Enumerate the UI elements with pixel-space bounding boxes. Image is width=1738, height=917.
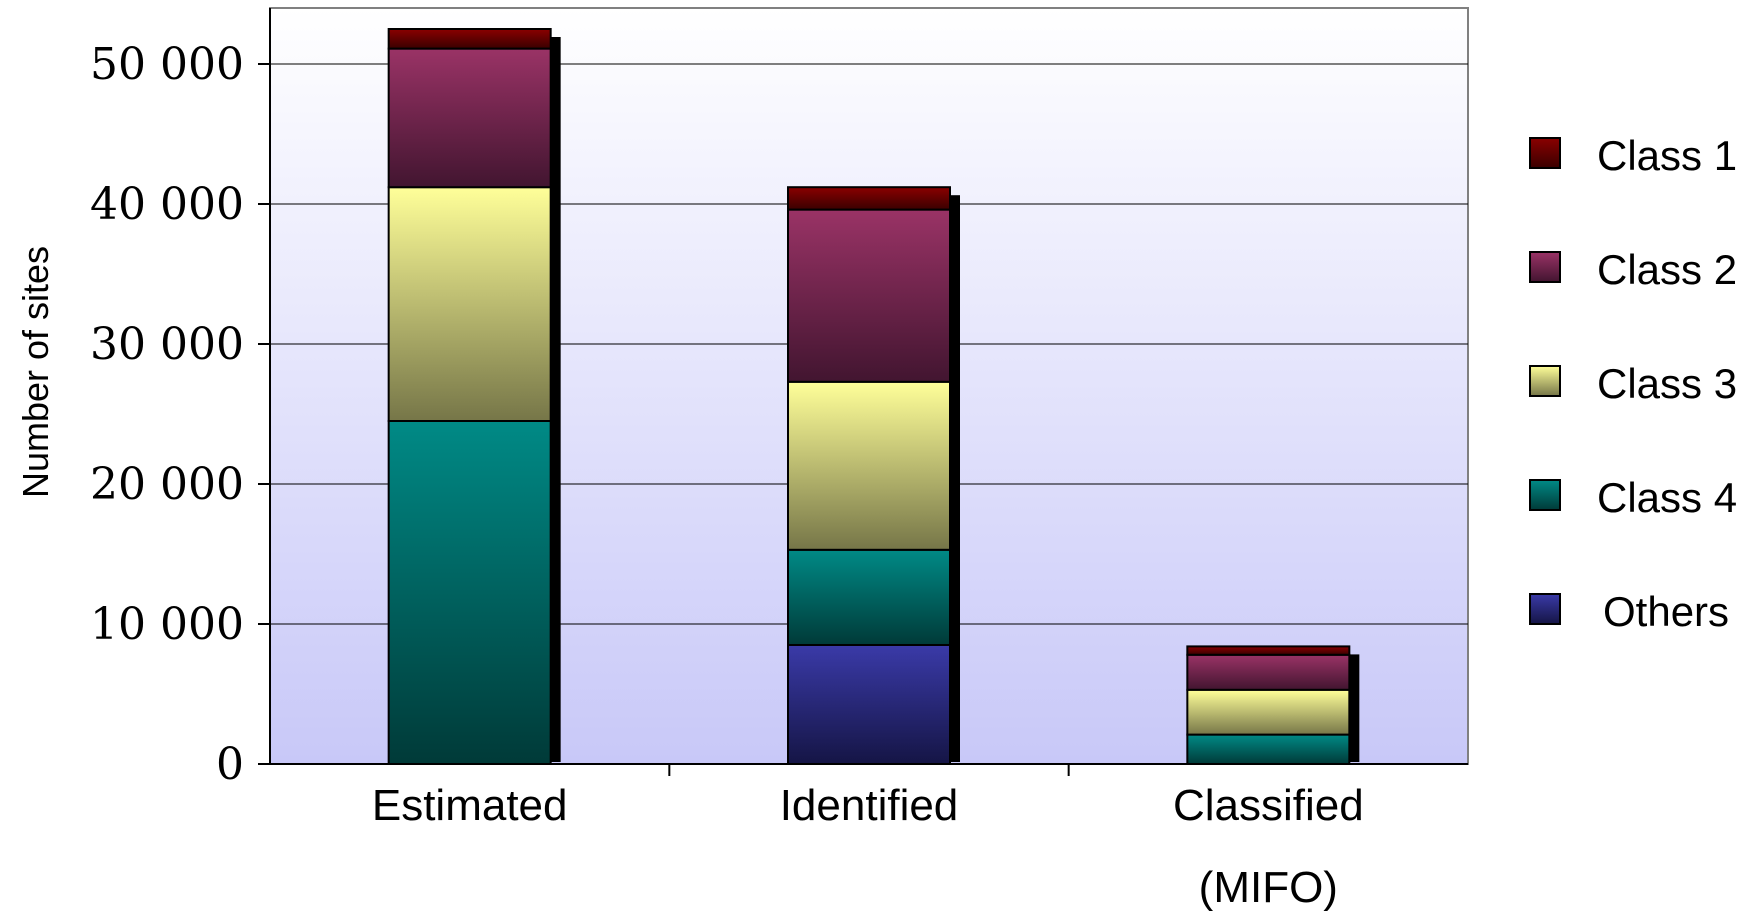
bar-segment-class-1 <box>787 186 951 211</box>
legend-swatch <box>1529 251 1561 283</box>
legend-swatch <box>1529 479 1561 511</box>
bar-segment-class-2 <box>387 47 552 189</box>
legend-swatch <box>1529 137 1561 169</box>
bar-segment-class-2 <box>1186 653 1351 691</box>
y-axis-title: Number of sites <box>15 246 56 498</box>
bar-segment-class-4 <box>387 420 552 765</box>
legend: Class 1 Class 2 Class 3 Class 4 Others <box>1529 132 1737 635</box>
y-tick-label: 0 <box>216 739 244 790</box>
bar-segment-class-4 <box>787 548 951 646</box>
legend-label: Others <box>1603 588 1729 635</box>
y-tick-label: 20 000 <box>90 459 244 510</box>
y-tick-label: 10 000 <box>90 599 244 650</box>
bar-segment-class-1 <box>387 28 552 50</box>
legend-swatch <box>1529 593 1561 625</box>
bar-segment-class-3 <box>387 186 552 422</box>
bar-segment-class-3 <box>1186 688 1351 736</box>
bar-segment-class-1 <box>1186 645 1351 656</box>
bar-segment-class-3 <box>787 380 951 551</box>
x-category-label: Identified <box>780 781 959 830</box>
x-category-label: Estimated <box>372 781 568 830</box>
x-category-label: (MIFO) <box>1199 863 1338 912</box>
legend-label: Class 3 <box>1597 360 1737 407</box>
bar-segment-class-4 <box>1186 733 1351 765</box>
y-tick-label: 40 000 <box>90 179 244 230</box>
legend-label: Class 1 <box>1597 132 1737 179</box>
legend-label: Class 2 <box>1597 246 1737 293</box>
y-tick-label: 30 000 <box>90 319 244 370</box>
bar-segment-others <box>787 644 951 765</box>
x-category-label: Classified <box>1173 781 1364 830</box>
legend-label: Class 4 <box>1597 474 1737 521</box>
bar-segment-class-2 <box>787 208 951 383</box>
legend-swatch <box>1529 365 1561 397</box>
y-tick-label: 50 000 <box>90 39 244 90</box>
